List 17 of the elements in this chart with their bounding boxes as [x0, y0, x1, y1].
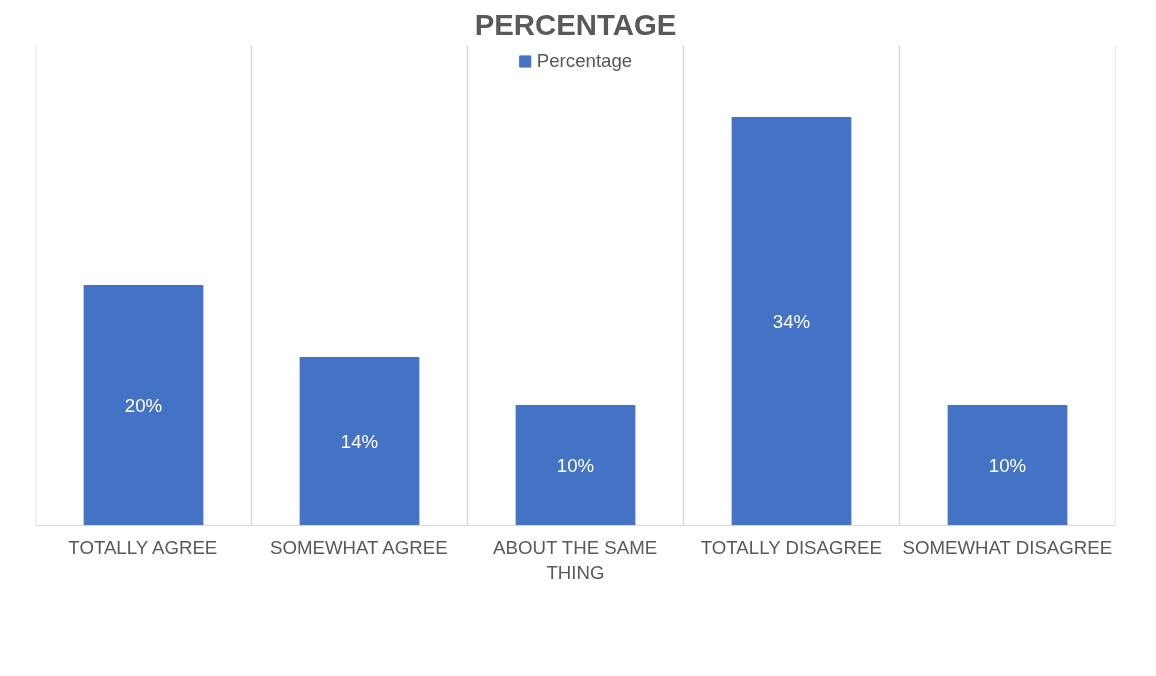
data-label: 20% — [124, 395, 163, 416]
x-tick-label: ABOUT THE SAME THING — [493, 536, 658, 583]
data-label: 10% — [556, 455, 595, 476]
bar — [731, 117, 852, 526]
bar — [515, 405, 636, 526]
x-tick-label: TOTALLY AGREE — [68, 536, 218, 558]
bar — [947, 405, 1068, 526]
bar — [299, 357, 420, 526]
data-label: 34% — [772, 311, 811, 332]
chart-title: PERCENTAGE — [474, 7, 677, 41]
bar — [83, 285, 204, 526]
data-label: 10% — [988, 455, 1027, 476]
x-tick-label: TOTALLY DISAGREE — [700, 536, 882, 558]
data-label: 14% — [340, 431, 379, 452]
legend-label: Percentage — [536, 50, 633, 72]
x-tick-label: SOMEWHAT AGREE — [270, 536, 448, 558]
x-tick-label: SOMEWHAT DISAGREE — [902, 536, 1113, 558]
